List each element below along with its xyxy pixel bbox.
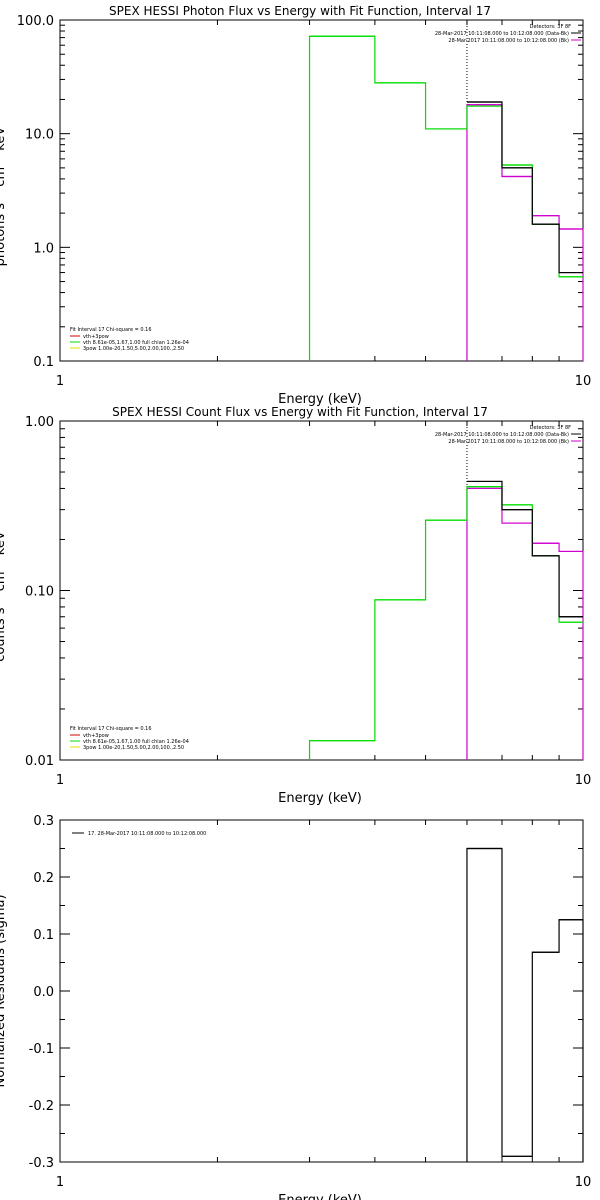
- x-tick-label: 10: [575, 1175, 592, 1190]
- y-tick-label: 1.0: [33, 241, 54, 256]
- x-tick-label: 1: [56, 374, 64, 389]
- x-axis-label: Energy (keV): [278, 392, 362, 407]
- legend-top-entry: 28-Mar-2017 10:11:08.000 to 10:12:08.000…: [435, 31, 569, 37]
- x-tick-label: 10: [575, 773, 592, 788]
- legend-top-entry: 28-Mar-2017 10:11:08.000 to 10:12:08.000…: [435, 432, 569, 438]
- legend-bottom-entry: 3pow 1.00e-20,1.50,5.00,2.00,100.,2.50: [83, 346, 184, 352]
- legend-bottom-entry: vth 8.61e-05,1.67,1.00 full chian 1.26e-…: [83, 340, 189, 346]
- x-tick-label: 1: [56, 773, 64, 788]
- legend-bottom-title: Fit Interval 17 Chi-square = 0.16: [70, 327, 152, 333]
- y-axis-label: Normalized Residuals (sigma): [0, 894, 8, 1087]
- legend-bottom-entry: 3pow 1.00e-20,1.50,5.00,2.00,100.,2.50: [83, 745, 184, 751]
- legend-top-entry: 28-Mar-2017 10:11:08.000 to 10:12:08.000…: [448, 38, 569, 44]
- background-step: [466, 104, 584, 361]
- y-tick-label: 0.2: [33, 871, 54, 886]
- plot-frame: [59, 420, 584, 761]
- background-step: [466, 487, 584, 760]
- y-tick-label: 0.1: [33, 928, 54, 943]
- y-tick-label: -0.3: [29, 1156, 54, 1171]
- x-tick-label: 1: [56, 1175, 64, 1190]
- y-tick-label: 1.00: [25, 415, 54, 430]
- plot-frame: [59, 19, 584, 362]
- chart-title: SPEX HESSI Photon Flux vs Energy with Fi…: [109, 4, 491, 18]
- y-tick-label: -0.2: [29, 1099, 54, 1114]
- legend-bottom-entry: vth+3pow: [83, 733, 109, 739]
- y-tick-label: 0.3: [33, 814, 54, 829]
- x-axis-label: Energy (keV): [278, 1193, 362, 1200]
- x-tick-label: 10: [575, 374, 592, 389]
- y-tick-label: 0.0: [33, 985, 54, 1000]
- y-tick-label: 100.0: [17, 14, 54, 29]
- legend-entry: 17. 28-Mar-2017 10:11:08.000 to 10:12:08…: [88, 831, 206, 837]
- y-axis-label: photons s⁻¹ cm⁻² keV⁻¹: [0, 115, 8, 267]
- y-tick-label: 0.1: [33, 355, 54, 370]
- data-step: [466, 480, 583, 618]
- y-tick-label: 10.0: [25, 128, 54, 143]
- chart-title: SPEX HESSI Count Flux vs Energy with Fit…: [112, 405, 488, 419]
- x-axis-label: Energy (keV): [278, 791, 362, 806]
- legend-bottom-entry: vth+3pow: [83, 334, 109, 340]
- legend-top-title: Detectors: 3F 8F: [530, 425, 571, 431]
- y-tick-label: -0.1: [29, 1042, 54, 1057]
- data-step: [466, 101, 583, 274]
- y-tick-label: 0.01: [25, 754, 54, 769]
- model-fit-step: [308, 35, 583, 361]
- model-fit-step: [308, 486, 583, 760]
- residual-step: [466, 847, 584, 1162]
- legend-bottom-title: Fit Interval 17 Chi-square = 0.16: [70, 726, 152, 732]
- legend-top-title: Detectors: 3F 8F: [530, 24, 571, 30]
- legend-top-entry: 28-Mar-2017 10:11:08.000 to 10:12:08.000…: [448, 439, 569, 445]
- y-tick-label: 0.10: [25, 585, 54, 600]
- legend-bottom-entry: vth 8.61e-05,1.67,1.00 full chian 1.26e-…: [83, 739, 189, 745]
- y-axis-label: counts s⁻¹ cm⁻² keV⁻¹: [0, 519, 8, 662]
- plot-frame: [59, 819, 584, 1163]
